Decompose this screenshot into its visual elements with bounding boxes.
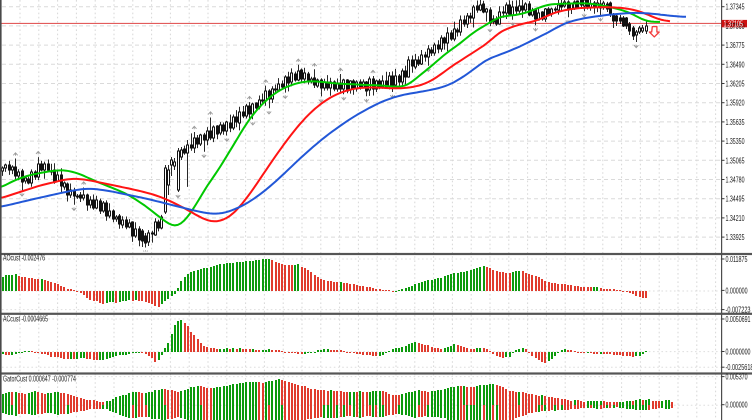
svg-text:1.34210: 1.34210 <box>726 213 745 223</box>
svg-text:GatorCust 0.000647 -0.000774: GatorCust 0.000647 -0.000774 <box>3 374 76 384</box>
svg-text:0.000000: 0.000000 <box>726 400 748 410</box>
svg-text:1.33925: 1.33925 <box>726 232 745 242</box>
svg-text:0.0050691: 0.0050691 <box>726 314 751 324</box>
svg-text:1.36205: 1.36205 <box>726 79 745 89</box>
svg-text:AOcust -0.002476: AOcust -0.002476 <box>3 253 45 263</box>
svg-text:1.36490: 1.36490 <box>726 59 745 69</box>
svg-text:1.37345: 1.37345 <box>726 2 745 12</box>
svg-text:0.000000: 0.000000 <box>726 285 748 295</box>
svg-text:1.35920: 1.35920 <box>726 98 745 108</box>
svg-text:0.011875: 0.011875 <box>726 254 748 264</box>
svg-text:ACcust -0.0004665: ACcust -0.0004665 <box>3 314 48 324</box>
svg-text:1.35350: 1.35350 <box>726 136 745 146</box>
svg-text:0.005370: 0.005370 <box>726 372 748 382</box>
svg-text:-0.007223: -0.007223 <box>726 305 751 315</box>
svg-text:1.37060: 1.37060 <box>726 21 745 31</box>
svg-text:1.35635: 1.35635 <box>726 117 745 127</box>
svg-text:1.37105: 1.37105 <box>724 18 744 28</box>
svg-text:-0.0025618: -0.0025618 <box>726 362 752 372</box>
svg-text:1.34495: 1.34495 <box>726 194 745 204</box>
svg-text:0.0000000: 0.0000000 <box>726 347 751 357</box>
svg-text:1.35065: 1.35065 <box>726 155 745 165</box>
svg-text:1.34780: 1.34780 <box>726 175 745 185</box>
svg-text:1.36775: 1.36775 <box>726 40 745 50</box>
